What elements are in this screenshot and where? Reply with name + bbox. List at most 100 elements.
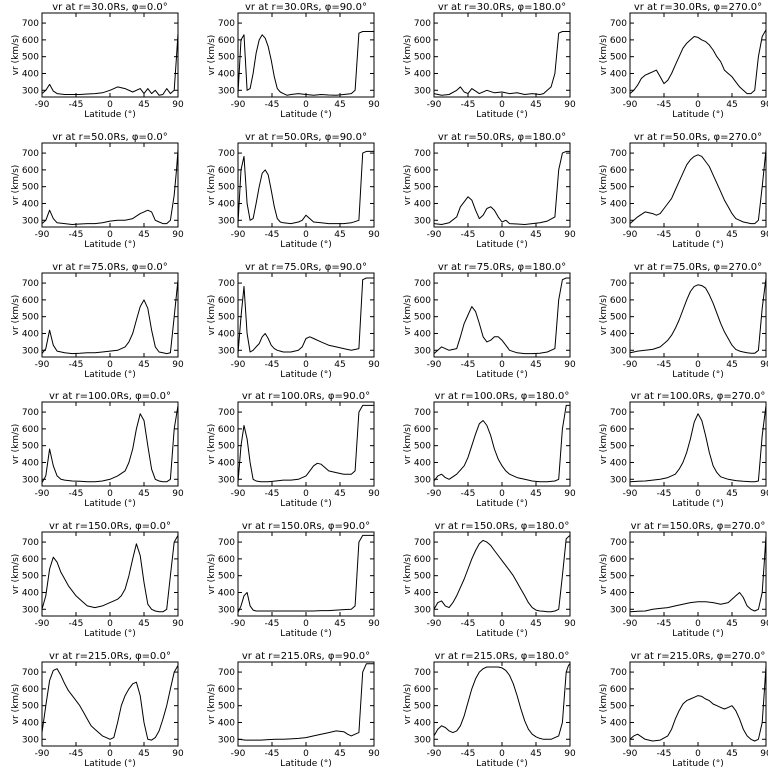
plot-frame xyxy=(629,142,767,228)
y-tick-label: 600 xyxy=(22,425,39,435)
plot-frame xyxy=(41,272,179,358)
x-tick-label: -90 xyxy=(231,360,246,370)
y-tick-label: 300 xyxy=(414,346,431,356)
x-tick-label: 90 xyxy=(172,619,184,629)
series-line xyxy=(629,665,767,742)
plot-frame xyxy=(629,12,767,98)
x-tick-label: -45 xyxy=(461,230,476,240)
panel-title: vr at r=75.0Rs, φ=0.0° xyxy=(52,262,168,273)
x-tick-label: -45 xyxy=(69,749,84,759)
series-line xyxy=(433,31,570,96)
series-line xyxy=(433,277,570,355)
x-tick-label: 45 xyxy=(334,749,345,759)
panel: vr at r=50.0Rs, φ=270.0° -90 -45 0 45 90 300 40… xyxy=(599,132,768,250)
x-tick-label: -90 xyxy=(35,749,50,759)
x-tick-label: 0 xyxy=(107,230,113,240)
y-axis-label: vr (km/s) xyxy=(11,554,21,595)
panel: vr at r=215.0Rs, φ=0.0° -90 -45 0 45 90 300 400… xyxy=(11,651,184,768)
x-tick-label: 90 xyxy=(564,100,576,110)
panel-title: vr at r=75.0Rs, φ=90.0° xyxy=(245,262,367,273)
panel-title: vr at r=150.0Rs, φ=180.0° xyxy=(435,521,570,532)
panel-title: vr at r=30.0Rs, φ=90.0° xyxy=(245,2,367,13)
x-axis-label: Latitude (°) xyxy=(476,499,527,509)
x-axis-label: Latitude (°) xyxy=(476,240,527,250)
panel-title: vr at r=100.0Rs, φ=180.0° xyxy=(435,391,570,402)
y-tick-label: 400 xyxy=(610,588,627,598)
x-axis-label: Latitude (°) xyxy=(280,629,331,639)
y-axis-label: vr (km/s) xyxy=(599,684,609,725)
plot-frame xyxy=(237,12,375,98)
y-tick-label: 600 xyxy=(218,36,235,46)
y-tick-label: 300 xyxy=(610,346,627,356)
y-axis-label: vr (km/s) xyxy=(403,424,413,465)
y-tick-label: 300 xyxy=(218,475,235,485)
x-tick-label: -90 xyxy=(623,100,638,110)
x-tick-label: 90 xyxy=(564,489,576,499)
x-tick-label: 45 xyxy=(726,489,737,499)
plot-frame xyxy=(433,12,571,98)
x-tick-label: -45 xyxy=(657,619,672,629)
series-line xyxy=(433,404,570,483)
panel-title: vr at r=30.0Rs, φ=270.0° xyxy=(634,2,762,13)
x-tick-label: -45 xyxy=(265,100,280,110)
panel-title: vr at r=150.0Rs, φ=90.0° xyxy=(242,521,370,532)
y-tick-label: 700 xyxy=(414,668,431,678)
x-tick-label: -45 xyxy=(657,489,672,499)
plot-frame xyxy=(433,142,571,228)
panel: vr at r=50.0Rs, φ=180.0° -90 -45 0 45 90 300 40… xyxy=(403,132,576,250)
x-tick-label: 0 xyxy=(303,230,309,240)
x-tick-label: 45 xyxy=(530,619,541,629)
y-tick-label: 700 xyxy=(414,408,431,418)
x-tick-label: 90 xyxy=(760,619,768,629)
y-tick-label: 500 xyxy=(218,702,235,712)
y-tick-label: 700 xyxy=(22,668,39,678)
y-tick-label: 300 xyxy=(22,475,39,485)
y-tick-label: 400 xyxy=(218,199,235,209)
plot-frame xyxy=(41,12,179,98)
y-tick-label: 500 xyxy=(218,313,235,323)
y-tick-label: 400 xyxy=(610,329,627,339)
panel: vr at r=150.0Rs, φ=0.0° -90 -45 0 45 90 300 400… xyxy=(11,521,184,639)
x-tick-label: -45 xyxy=(265,749,280,759)
panel: vr at r=100.0Rs, φ=0.0° -90 -45 0 45 90 300 400… xyxy=(11,391,184,509)
panel-title: vr at r=30.0Rs, φ=0.0° xyxy=(52,2,168,13)
x-tick-label: 90 xyxy=(564,619,576,629)
y-tick-label: 300 xyxy=(22,735,39,745)
plot-frame xyxy=(41,401,179,487)
x-tick-label: 0 xyxy=(695,100,701,110)
y-tick-label: 400 xyxy=(22,329,39,339)
y-tick-label: 500 xyxy=(218,572,235,582)
panel-title: vr at r=50.0Rs, φ=180.0° xyxy=(438,132,566,143)
y-tick-label: 500 xyxy=(414,53,431,63)
panel: vr at r=75.0Rs, φ=270.0° -90 -45 0 45 90 300 40… xyxy=(599,262,768,380)
y-tick-label: 700 xyxy=(610,149,627,159)
panel: vr at r=75.0Rs, φ=0.0° -90 -45 0 45 90 300 400 5… xyxy=(11,262,184,380)
series-line xyxy=(41,535,179,613)
x-tick-label: 0 xyxy=(695,360,701,370)
y-tick-label: 400 xyxy=(218,458,235,468)
y-tick-label: 500 xyxy=(610,53,627,63)
x-tick-label: -90 xyxy=(35,619,50,629)
y-tick-label: 700 xyxy=(218,408,235,418)
y-tick-label: 600 xyxy=(218,166,235,176)
y-tick-label: 700 xyxy=(610,279,627,289)
y-tick-label: 300 xyxy=(218,216,235,226)
x-tick-label: 90 xyxy=(368,749,380,759)
series-line xyxy=(237,31,374,96)
y-tick-label: 400 xyxy=(22,718,39,728)
x-tick-label: 90 xyxy=(368,230,380,240)
y-tick-label: 600 xyxy=(22,685,39,695)
y-tick-label: 700 xyxy=(414,149,431,159)
x-tick-label: -90 xyxy=(427,100,442,110)
x-tick-label: 45 xyxy=(138,619,149,629)
series-line xyxy=(41,665,179,741)
y-tick-label: 700 xyxy=(218,149,235,159)
plot-frame xyxy=(433,401,571,487)
panel-title: vr at r=215.0Rs, φ=90.0° xyxy=(242,651,370,662)
y-tick-label: 300 xyxy=(414,735,431,745)
x-tick-label: -90 xyxy=(427,619,442,629)
x-tick-label: 90 xyxy=(172,100,184,110)
x-axis-label: Latitude (°) xyxy=(672,240,723,250)
x-tick-label: 90 xyxy=(172,749,184,759)
panel-title: vr at r=100.0Rs, φ=270.0° xyxy=(631,391,766,402)
